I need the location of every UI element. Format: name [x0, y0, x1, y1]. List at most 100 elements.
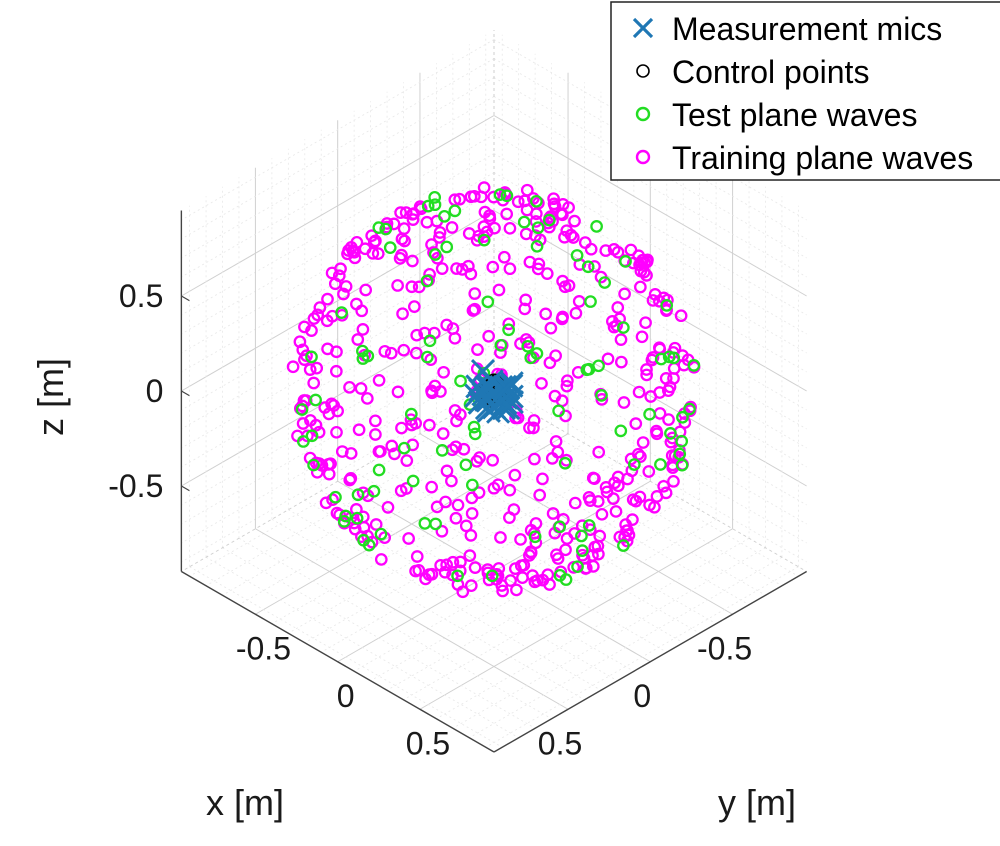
data-point	[524, 351, 538, 365]
data-point	[440, 240, 454, 254]
box-edge	[493, 390, 807, 572]
data-point	[409, 346, 423, 360]
data-point	[409, 564, 422, 578]
data-point	[379, 222, 393, 236]
legend-item-training-plane-waves: Training plane waves	[635, 140, 973, 176]
data-point	[307, 312, 321, 325]
legend-marker-x-icon	[632, 17, 654, 39]
data-point	[553, 520, 567, 534]
grid-line	[493, 115, 807, 297]
legend-marker-circle-icon	[635, 106, 651, 122]
y-tick-label: 0.5	[406, 725, 450, 761]
data-point	[529, 536, 543, 550]
data-point	[445, 221, 459, 234]
data-point	[617, 539, 630, 552]
data-point	[500, 189, 514, 203]
data-point	[640, 269, 653, 282]
data-point	[653, 407, 667, 420]
data-point	[632, 385, 646, 399]
y-tick-label: -0.5	[236, 630, 291, 666]
data-point	[322, 407, 336, 421]
marker-stroke	[496, 396, 521, 421]
data-point	[607, 243, 621, 256]
data-point	[305, 429, 319, 443]
data-point	[435, 444, 449, 457]
data-point	[528, 530, 542, 544]
data-point	[683, 402, 696, 416]
grid-line	[419, 528, 733, 710]
data-point	[539, 307, 553, 321]
data-point	[451, 569, 464, 583]
data-point	[297, 435, 310, 448]
data-point	[423, 334, 437, 348]
data-point	[446, 555, 460, 569]
data-point	[358, 242, 372, 256]
data-point	[609, 505, 623, 518]
data-point	[542, 213, 556, 227]
data-point	[582, 519, 596, 532]
data-point	[406, 213, 420, 226]
data-point	[643, 407, 656, 421]
data-point	[584, 295, 597, 308]
data-point	[654, 458, 667, 471]
data-point	[448, 331, 462, 345]
data-point	[592, 445, 606, 459]
data-point	[519, 227, 533, 241]
data-point	[626, 513, 639, 526]
grid-line	[493, 134, 807, 316]
data-point	[307, 458, 320, 472]
data-point	[477, 181, 491, 194]
data-point	[303, 451, 317, 465]
data-point	[482, 329, 496, 343]
grid-line	[181, 77, 495, 259]
data-point	[298, 353, 311, 366]
data-point	[545, 452, 559, 465]
data-point	[635, 330, 649, 344]
data-point	[523, 255, 537, 269]
data-point	[394, 484, 408, 498]
data-point	[343, 380, 356, 394]
data-point	[592, 547, 605, 561]
data-point	[640, 363, 653, 376]
data-point	[342, 244, 355, 257]
data-point	[495, 579, 509, 592]
data-point	[593, 529, 607, 543]
grid-line	[181, 39, 495, 221]
x-tick-label: 0.5	[538, 725, 582, 761]
data-point	[674, 309, 688, 323]
data-point	[305, 350, 318, 364]
z-axis-label: z [m]	[30, 358, 71, 436]
data-point	[421, 199, 435, 213]
data-point	[657, 479, 671, 493]
data-point	[584, 242, 598, 256]
data-point	[662, 413, 675, 426]
data-point	[423, 418, 436, 432]
data-point	[552, 404, 565, 418]
data-point	[633, 490, 647, 504]
z-tick-mark	[181, 390, 190, 397]
grid-line	[181, 153, 495, 335]
data-point	[481, 295, 495, 309]
data-point	[428, 248, 442, 261]
data-point	[378, 345, 392, 358]
data-point	[396, 307, 409, 321]
data-point	[374, 553, 388, 566]
data-point	[493, 188, 507, 201]
data-point	[465, 478, 479, 492]
data-point	[529, 207, 543, 221]
data-point	[459, 519, 473, 533]
data-point	[575, 544, 589, 557]
data-point	[400, 454, 414, 467]
data-point	[391, 385, 405, 399]
legend-label-test-plane-waves: Test plane waves	[672, 97, 917, 133]
data-point	[359, 283, 373, 297]
data-point	[600, 485, 614, 499]
data-point	[440, 318, 454, 332]
data-point	[391, 279, 404, 292]
data-point	[351, 488, 365, 502]
data-point	[660, 299, 674, 312]
data-point	[346, 244, 360, 258]
data-point	[321, 292, 334, 306]
data-point	[395, 421, 408, 435]
data-point	[348, 251, 362, 265]
